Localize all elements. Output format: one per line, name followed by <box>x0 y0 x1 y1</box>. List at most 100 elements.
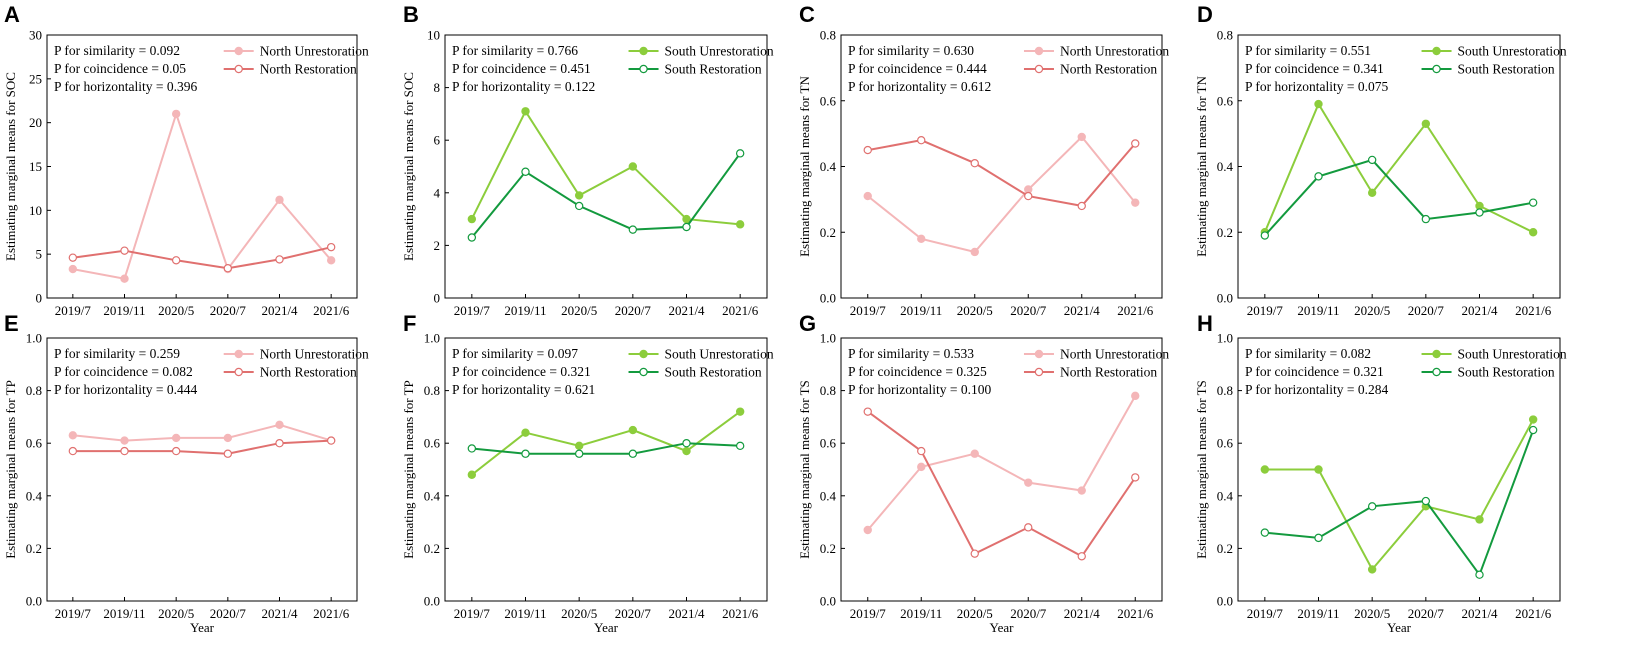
data-point <box>1367 502 1377 511</box>
data-point <box>1131 391 1140 401</box>
series-line <box>471 442 741 455</box>
data-point <box>628 425 638 435</box>
panel-c: C 0.0 0.2 0.4 0.6 0.8 2019/7 2019/11 2020/5 2020/… <box>797 2 1169 318</box>
data-point <box>223 433 233 443</box>
data-point <box>1024 478 1033 487</box>
panel-b: B 0 2 4 6 8 10 2019/7 2019/11 2020/5 2020/7 2021/4 2… <box>401 2 774 318</box>
y-tick-label: 0 <box>434 291 441 306</box>
data-point <box>917 135 926 145</box>
x-tick-label: 2019/7 <box>1247 606 1284 621</box>
x-tick-label: 2019/7 <box>55 303 92 318</box>
data-point <box>1421 119 1431 128</box>
y-axis-label: Estimating marginal means for TS <box>797 380 812 559</box>
y-tick-label: 0.6 <box>820 93 837 108</box>
panel-d: D 0.0 0.2 0.4 0.6 0.8 2019/7 2019/11 2020/5 2020/… <box>1194 2 1567 318</box>
plot-frame <box>444 34 768 299</box>
data-point <box>521 449 530 458</box>
data-point <box>171 256 181 265</box>
data-point <box>917 234 926 244</box>
y-tick-label: 20 <box>29 115 42 130</box>
legend-marker <box>1034 349 1044 359</box>
panel-f: F 0.0 0.2 0.4 0.6 0.8 1.0 2019/7 2019/11 2020/5 20… <box>401 311 774 635</box>
legend-marker <box>639 349 648 359</box>
x-tick-label: 2021/4 <box>668 606 705 621</box>
stat-text: P for horizontality = 0.396 <box>54 79 197 94</box>
y-axis-label: Estimating marginal means for SOC <box>401 72 416 261</box>
x-tick-label: 2020/7 <box>1010 606 1047 621</box>
data-point <box>863 407 872 416</box>
y-tick-label: 0.4 <box>1217 159 1234 174</box>
series-line <box>72 439 332 455</box>
data-point <box>326 256 336 265</box>
data-point <box>1421 214 1431 224</box>
x-tick-label: 2019/7 <box>55 606 92 621</box>
x-tick-label: 2020/5 <box>158 303 194 318</box>
data-point <box>1131 139 1140 148</box>
x-tick-label: 2020/5 <box>1354 606 1390 621</box>
y-tick-label: 0.4 <box>820 488 837 503</box>
data-point <box>521 428 530 437</box>
x-tick-label: 2020/7 <box>210 303 247 318</box>
data-point <box>574 191 584 200</box>
panel-letter: C <box>799 2 815 27</box>
data-point <box>467 214 477 224</box>
panel-letter: F <box>403 311 416 336</box>
series-line <box>72 423 332 442</box>
x-tick-label: 2020/7 <box>615 606 652 621</box>
y-tick-label: 0.8 <box>820 28 836 43</box>
stat-text: P for coincidence = 0.082 <box>54 364 193 379</box>
stat-text: P for horizontality = 0.100 <box>848 382 991 397</box>
y-tick-label: 10 <box>29 203 42 218</box>
legend-label: North Restoration <box>1060 62 1157 77</box>
data-point <box>735 220 745 229</box>
data-point <box>682 446 691 456</box>
x-axis-label: Year <box>190 620 215 635</box>
stat-text: P for coincidence = 0.444 <box>848 61 987 76</box>
y-tick-label: 6 <box>434 133 441 148</box>
stat-text: P for coincidence = 0.341 <box>1245 61 1384 76</box>
plot-frame <box>1237 337 1561 602</box>
stat-text: P for coincidence = 0.321 <box>452 364 591 379</box>
y-tick-label: 1.0 <box>424 331 440 346</box>
legend-marker <box>639 46 648 56</box>
data-point <box>970 247 979 257</box>
data-point <box>628 449 638 458</box>
x-axis-label: Year <box>1387 620 1412 635</box>
y-tick-label: 0.4 <box>1217 488 1234 503</box>
legend-label: North Unrestoration <box>1060 347 1169 362</box>
data-point <box>1024 191 1033 201</box>
series-line <box>72 246 332 270</box>
plot-frame <box>840 34 1163 299</box>
data-point <box>521 167 530 176</box>
legend-marker <box>639 64 648 74</box>
legend-marker <box>1034 367 1044 377</box>
legend-label: North Restoration <box>1060 365 1157 380</box>
series-line <box>470 109 741 226</box>
legend-marker <box>1432 64 1441 74</box>
x-tick-label: 2019/7 <box>850 303 887 318</box>
x-tick-label: 2020/5 <box>158 606 194 621</box>
y-tick-label: 0.4 <box>26 488 43 503</box>
legend-label: North Unrestoration <box>260 44 369 59</box>
x-tick-label: 2020/5 <box>1354 303 1390 318</box>
y-tick-label: 0.2 <box>26 541 42 556</box>
x-tick-label: 2021/4 <box>1461 606 1498 621</box>
legend-marker <box>234 349 243 359</box>
legend-marker <box>1034 64 1044 74</box>
data-point <box>1314 172 1323 181</box>
plot-frame <box>1237 34 1561 299</box>
data-point <box>467 470 477 479</box>
y-axis-label: Estimating marginal means for TN <box>797 76 812 257</box>
legend-label: South Restoration <box>665 62 762 77</box>
data-point <box>223 449 233 458</box>
x-tick-label: 2021/4 <box>261 303 298 318</box>
y-axis-label: Estimating marginal means for TP <box>3 380 18 559</box>
data-point <box>917 462 926 472</box>
x-tick-label: 2021/6 <box>313 303 350 318</box>
x-tick-label: 2019/7 <box>454 606 491 621</box>
data-point <box>628 162 638 171</box>
x-tick-label: 2021/6 <box>722 303 759 318</box>
stat-text: P for similarity = 0.630 <box>848 43 974 58</box>
stat-text: P for similarity = 0.092 <box>54 43 180 58</box>
data-point <box>735 441 745 451</box>
